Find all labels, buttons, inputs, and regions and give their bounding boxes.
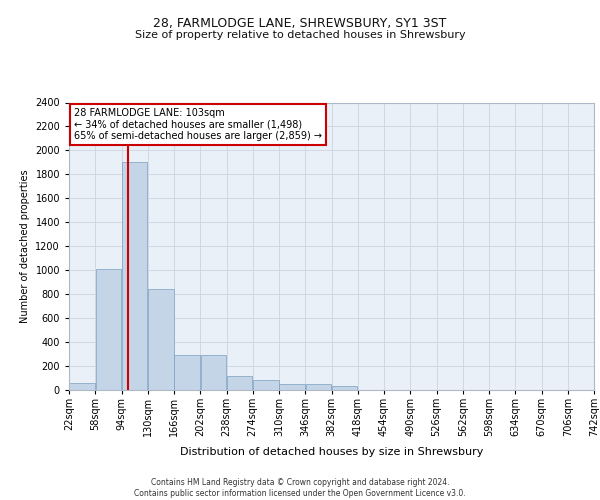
Bar — [253, 380, 279, 390]
Text: Contains HM Land Registry data © Crown copyright and database right 2024.
Contai: Contains HM Land Registry data © Crown c… — [134, 478, 466, 498]
Bar — [148, 290, 174, 390]
Bar — [69, 383, 95, 390]
Bar — [174, 356, 200, 390]
Bar — [122, 162, 148, 390]
X-axis label: Distribution of detached houses by size in Shrewsbury: Distribution of detached houses by size … — [180, 448, 483, 458]
Bar — [332, 386, 358, 390]
Bar — [200, 356, 226, 390]
Y-axis label: Number of detached properties: Number of detached properties — [20, 170, 29, 323]
Bar — [279, 384, 305, 390]
Bar — [305, 384, 331, 390]
Bar — [95, 269, 121, 390]
Text: Size of property relative to detached houses in Shrewsbury: Size of property relative to detached ho… — [134, 30, 466, 40]
Text: 28 FARMLODGE LANE: 103sqm
← 34% of detached houses are smaller (1,498)
65% of se: 28 FARMLODGE LANE: 103sqm ← 34% of detac… — [74, 108, 322, 142]
Text: 28, FARMLODGE LANE, SHREWSBURY, SY1 3ST: 28, FARMLODGE LANE, SHREWSBURY, SY1 3ST — [154, 18, 446, 30]
Bar — [227, 376, 253, 390]
